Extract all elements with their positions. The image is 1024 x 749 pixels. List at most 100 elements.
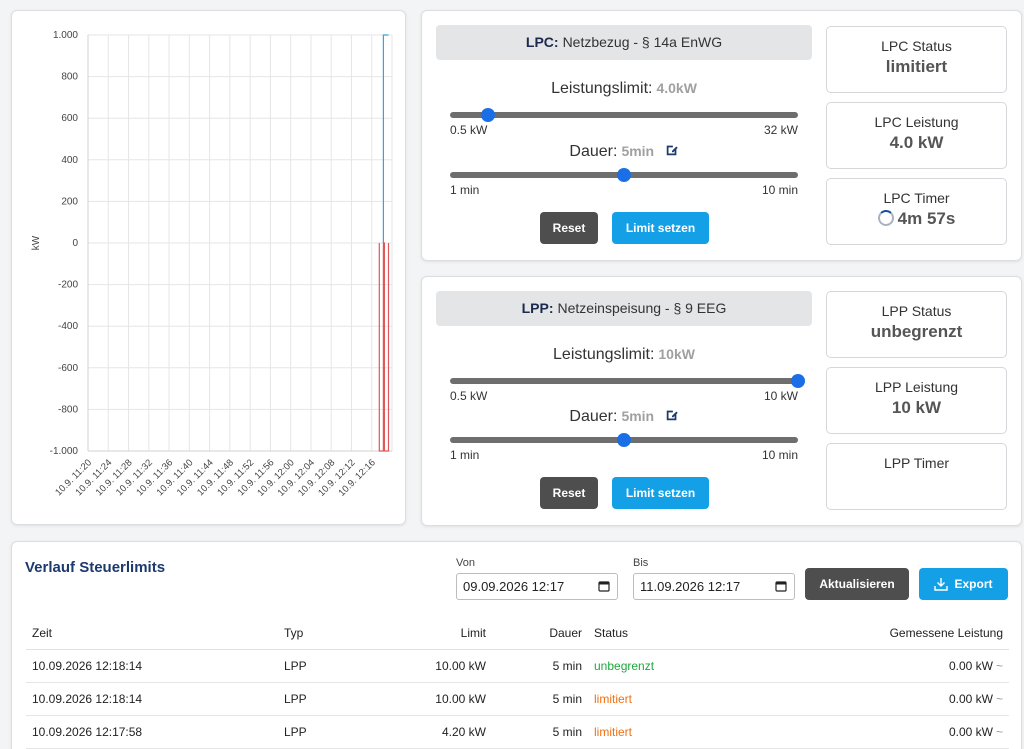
- y-tick-label: -800: [58, 404, 78, 415]
- export-label: Export: [954, 577, 993, 591]
- cell-status: limitiert: [588, 715, 748, 749]
- lpc-reset-button[interactable]: Reset: [540, 212, 598, 244]
- lpc-power-box: LPC Leistung 4.0 kW: [826, 102, 1007, 169]
- lpc-status-box: LPC Status limitiert: [826, 26, 1007, 93]
- series-line-1: [378, 242, 390, 452]
- col-zeit: Zeit: [26, 617, 278, 650]
- to-date-input[interactable]: 11.09.2026 12:17: [633, 573, 795, 600]
- cell-limit: 4.20 kW: [368, 715, 492, 749]
- col-gemessene-leistung: Gemessene Leistung: [748, 617, 1009, 650]
- lpp-reset-button[interactable]: Reset: [540, 477, 598, 509]
- y-tick-label: 600: [61, 113, 78, 124]
- y-tick-label: 800: [61, 72, 78, 83]
- cell-duration: 5 min: [492, 649, 588, 683]
- lpc-limit-max: 32 kW: [763, 123, 798, 137]
- lpc-limit-label-text: Leistungslimit:: [551, 80, 653, 97]
- lpp-power-box: LPP Leistung 10 kW: [826, 367, 1007, 434]
- cell-limit: 10.00 kW: [368, 682, 492, 716]
- lpc-timer-box: LPC Timer 4m 57s: [826, 178, 1007, 245]
- tilde-icon: ~: [995, 724, 1003, 739]
- cell-type: LPP: [278, 649, 368, 683]
- y-tick-label: 400: [61, 155, 78, 166]
- lpp-code: LPP:: [521, 300, 554, 316]
- lpc-limit-slider-thumb[interactable]: [481, 108, 496, 122]
- lpc-limit-slider[interactable]: [450, 108, 798, 122]
- export-button[interactable]: Export: [919, 568, 1008, 600]
- cell-status: limitiert: [588, 682, 748, 716]
- lpc-set-limit-button[interactable]: Limit setzen: [612, 212, 709, 244]
- to-date-value: 11.09.2026 12:17: [640, 579, 741, 594]
- lpc-power-value: 4.0 kW: [889, 133, 944, 152]
- cell-time: 10.09.2026 12:18:14: [26, 649, 278, 683]
- cell-power: 0.00 kW ~: [748, 715, 1009, 749]
- cell-time: 10.09.2026 12:17:58: [26, 715, 278, 749]
- lpp-limit-slider-thumb[interactable]: [791, 374, 805, 388]
- lpp-duration-min: 1 min: [450, 448, 480, 462]
- lpc-status-title: LPC Status: [881, 38, 952, 54]
- cell-duration: 5 min: [492, 715, 588, 749]
- history-table: Zeit Typ Limit Dauer Status Gemessene Le…: [26, 617, 1009, 749]
- lpp-timer-title: LPP Timer: [883, 455, 950, 471]
- edit-icon[interactable]: [665, 408, 679, 422]
- cell-type: LPP: [278, 715, 368, 749]
- spinner-icon: [877, 210, 894, 226]
- lpp-controls: LPP: Netzeinspeisung - § 9 EEG Leistungsl…: [436, 291, 812, 513]
- lpp-limit-slider[interactable]: [450, 374, 805, 388]
- edit-icon[interactable]: [665, 143, 679, 157]
- lpp-status-box: LPP Status unbegrenzt: [826, 291, 1007, 358]
- cell-status: unbegrenzt: [588, 649, 748, 683]
- y-tick-label: 200: [61, 196, 78, 207]
- from-label: Von: [456, 557, 475, 569]
- lpp-limit-max: 10 kW: [763, 389, 798, 403]
- cell-power-value: 0.00 kW: [948, 691, 993, 706]
- calendar-icon[interactable]: [598, 580, 610, 592]
- lpp-set-limit-button[interactable]: Limit setzen: [612, 477, 709, 509]
- lpc-duration-slider-thumb[interactable]: [617, 168, 631, 182]
- lpc-duration-min: 1 min: [450, 183, 480, 197]
- tilde-icon: ~: [995, 658, 1003, 673]
- cell-power: 0.00 kW ~: [748, 682, 1009, 716]
- col-typ: Typ: [278, 617, 368, 650]
- from-date-input[interactable]: 09.09.2026 12:17: [456, 573, 618, 600]
- lpp-header: LPP: Netzeinspeisung - § 9 EEG: [436, 291, 812, 326]
- calendar-icon[interactable]: [775, 580, 787, 592]
- history-title: Verlauf Steuerlimits: [25, 559, 166, 576]
- cell-limit: 10.00 kW: [368, 649, 492, 683]
- table-row: 10.09.2026 12:17:58 LPP 4.20 kW 5 min limiti…: [26, 715, 1009, 749]
- tilde-icon: ~: [995, 691, 1003, 706]
- y-tick-label: -600: [58, 363, 78, 374]
- to-label: Bis: [633, 557, 649, 569]
- lpp-power-title: LPP Leistung: [874, 379, 959, 395]
- lpp-status-value: unbegrenzt: [870, 322, 963, 341]
- y-tick-label: -1.000: [50, 446, 79, 457]
- lpc-status-value: limitiert: [885, 57, 948, 76]
- y-tick-label: -200: [58, 280, 78, 291]
- lpp-duration-max: 10 min: [761, 448, 798, 462]
- lpc-limit-min: 0.5 kW: [450, 123, 488, 137]
- lpc-duration-label: Dauer: 5min: [436, 143, 812, 161]
- lpc-duration-value: 5min: [621, 143, 655, 159]
- lpp-power-value: 10 kW: [891, 398, 942, 417]
- lpc-duration-slider[interactable]: [450, 168, 798, 182]
- lpp-limit-value: 10kW: [658, 346, 695, 362]
- table-row: 10.09.2026 12:18:14 LPP 10.00 kW 5 min limit…: [26, 682, 1009, 716]
- table-row: 10.09.2026 12:18:14 LPP 10.00 kW 5 min unbeg…: [26, 649, 1009, 683]
- history-card: Verlauf Steuerlimits Von 09.09.2026 12:1…: [11, 541, 1022, 749]
- cell-duration: 5 min: [492, 682, 588, 716]
- update-button[interactable]: Aktualisieren: [805, 568, 909, 600]
- col-limit: Limit: [368, 617, 492, 650]
- cell-type: LPP: [278, 682, 368, 716]
- lpp-limit-label: Leistungslimit: 10kW: [436, 346, 812, 364]
- y-tick-label: 0: [72, 238, 78, 249]
- history-table-body: 10.09.2026 12:18:14 LPP 10.00 kW 5 min unbeg…: [26, 649, 1009, 749]
- lpc-timer-title: LPC Timer: [883, 190, 950, 206]
- lpp-duration-slider-thumb[interactable]: [617, 433, 631, 447]
- lpc-timer-display: 4m 57s: [827, 209, 1006, 229]
- lpp-duration-slider[interactable]: [450, 433, 798, 447]
- power-chart: 1.000 800 600 400 200 0 -200 -400 -600 -800 -1.000…: [31, 30, 393, 499]
- cell-time: 10.09.2026 12:18:14: [26, 682, 278, 716]
- from-date-value: 09.09.2026 12:17: [463, 579, 565, 594]
- power-chart-card: 1.000 800 600 400 200 0 -200 -400 -600 -800 -1.000…: [11, 10, 406, 525]
- lpp-limit-min: 0.5 kW: [450, 389, 488, 403]
- y-tick-label: -400: [58, 321, 78, 332]
